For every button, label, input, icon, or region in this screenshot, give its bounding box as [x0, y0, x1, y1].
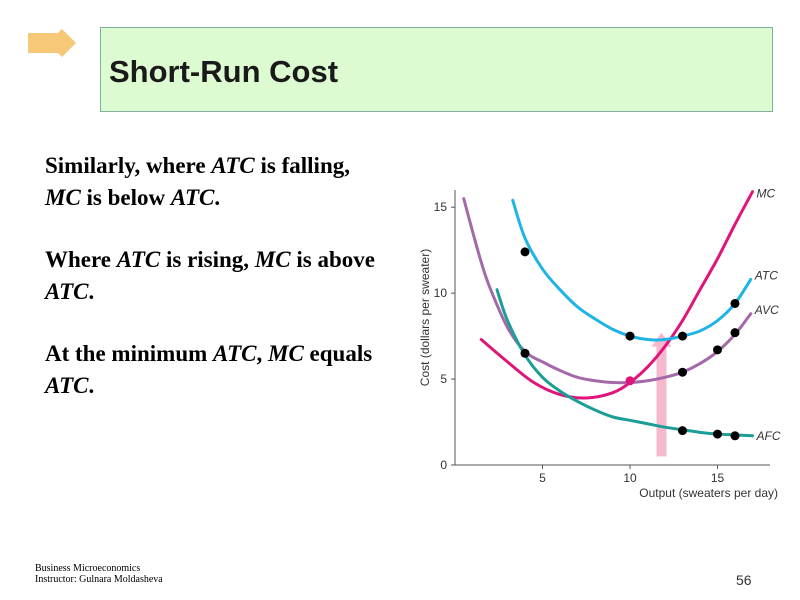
data-point [678, 426, 687, 436]
y-tick-label: 5 [440, 372, 447, 386]
x-tick-label: 10 [623, 471, 637, 485]
curve-label-mc: MC [757, 187, 776, 201]
curve-label-avc: AVC [754, 303, 779, 317]
arrow-shaft [656, 344, 667, 457]
bullet-list: Similarly, where ATC is falling, MC is b… [45, 150, 375, 432]
title-box: Short-Run Cost [100, 27, 773, 112]
y-tick-label: 10 [434, 286, 448, 300]
x-tick-label: 5 [539, 471, 546, 485]
curve-mc [479, 190, 754, 400]
data-point [520, 247, 530, 257]
page-number: 56 [736, 572, 752, 588]
bullet-item: Similarly, where ATC is falling, MC is b… [45, 153, 350, 210]
data-point [713, 345, 722, 355]
curve-label-afc: AFC [756, 429, 781, 443]
y-tick-label: 15 [434, 200, 448, 214]
data-point [678, 367, 687, 377]
data-point [625, 331, 635, 341]
mc-point [625, 376, 635, 386]
slide-title: Short-Run Cost [109, 54, 339, 89]
footer-course: Business Microeconomics [35, 563, 141, 574]
x-tick-label: 15 [711, 471, 725, 485]
data-point [730, 298, 740, 308]
curve-avc [462, 197, 753, 385]
curve-label-atc: ATC [754, 268, 778, 282]
curve-atc [511, 198, 753, 342]
curve-afc [495, 288, 754, 438]
data-point [730, 328, 740, 338]
data-point [678, 331, 687, 341]
cost-curves-chart: 5 10 15 0 5 10 15 Output (sweaters per day) Cost… [405, 185, 785, 505]
diamond-decoration-icon [28, 28, 78, 58]
data-point [520, 348, 530, 358]
bullet-item: At the minimum ATC, MC equals ATC. [45, 341, 373, 398]
y-tick-label: 0 [440, 458, 447, 472]
y-axis-label: Cost (dollars per sweater) [418, 249, 432, 386]
footer-instructor: Instructor: Gulnara Moldasheva [35, 574, 163, 585]
bullet-item: Where ATC is rising, MC is above ATC. [45, 247, 375, 304]
data-point [713, 429, 722, 439]
data-point [730, 431, 740, 441]
x-axis-label: Output (sweaters per day) [639, 486, 778, 500]
footer: Business Microeconomics Instructor: Guln… [35, 563, 163, 585]
